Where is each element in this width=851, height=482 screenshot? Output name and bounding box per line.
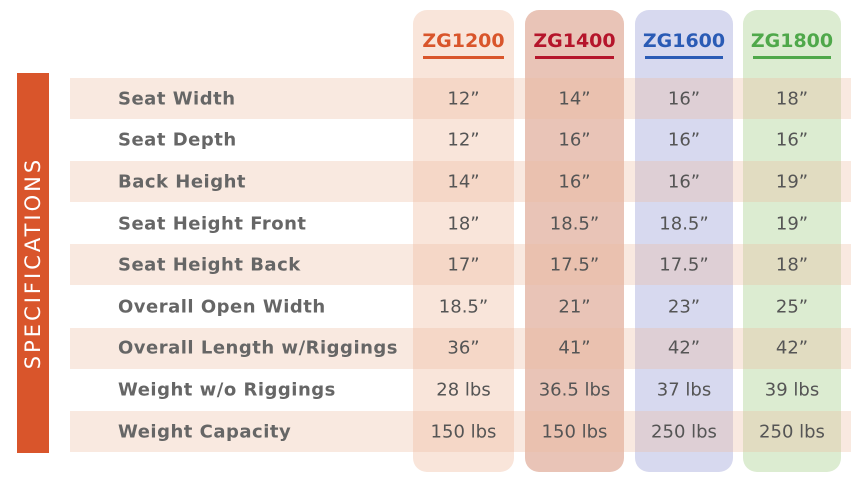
cell-value: 14”: [447, 171, 480, 193]
cell-value: 41”: [558, 337, 591, 359]
cell-value: 19”: [775, 171, 809, 193]
cell-value: 18”: [447, 213, 480, 235]
cell-value: 17.5”: [549, 254, 600, 276]
header-underline: [423, 56, 504, 59]
row-label: Seat Height Back: [118, 254, 301, 276]
cell-value: 25”: [775, 296, 809, 318]
column-background: [525, 10, 624, 472]
cell-value: 16”: [558, 129, 591, 151]
header-underline: [645, 56, 723, 59]
cell-value: 18.5”: [438, 296, 489, 318]
row-label: Overall Open Width: [118, 296, 326, 318]
cell-value: 18.5”: [549, 213, 600, 235]
row-label: Seat Height Front: [118, 213, 307, 235]
column-header: ZG1800: [750, 30, 834, 52]
cell-value: 16”: [558, 171, 591, 193]
column-background: [413, 10, 514, 472]
cell-value: 42”: [667, 337, 701, 359]
cell-value: 36”: [447, 337, 480, 359]
cell-value: 12”: [447, 129, 480, 151]
cell-value: 18”: [775, 254, 809, 276]
row-label: Back Height: [118, 171, 247, 193]
cell-value: 150 lbs: [430, 421, 497, 443]
cell-value: 17”: [447, 254, 480, 276]
row-label: Weight Capacity: [118, 421, 292, 443]
row-label: Overall Length w/Riggings: [118, 337, 399, 359]
column-header: ZG1400: [533, 30, 616, 52]
cell-value: 16”: [667, 171, 701, 193]
cell-value: 36.5 lbs: [538, 379, 611, 401]
cell-value: 18.5”: [659, 213, 709, 235]
row-label: Seat Width: [118, 88, 236, 110]
row-label: Weight w/o Riggings: [118, 379, 336, 401]
side-bar: [17, 73, 49, 453]
cell-value: 16”: [775, 129, 809, 151]
cell-value: 37 lbs: [656, 379, 712, 401]
header-underline: [753, 56, 831, 59]
column-header: ZG1200: [422, 30, 505, 52]
cell-value: 12”: [447, 88, 480, 110]
side-label: SPECIFICATIONS: [21, 156, 45, 370]
row-stripe: [70, 161, 851, 203]
cell-value: 17.5”: [659, 254, 709, 276]
cell-value: 19”: [775, 213, 809, 235]
cell-value: 16”: [667, 88, 701, 110]
cell-value: 18”: [775, 88, 809, 110]
cell-value: 42”: [775, 337, 809, 359]
header-underline: [535, 56, 614, 59]
cell-value: 150 lbs: [541, 421, 608, 443]
column-background: [743, 10, 841, 472]
row-stripe: [70, 410, 851, 452]
cell-value: 250 lbs: [651, 421, 717, 443]
row-stripe: [70, 327, 851, 369]
cell-value: 28 lbs: [436, 379, 491, 401]
cell-value: 39 lbs: [764, 379, 820, 401]
row-stripe: [70, 244, 851, 286]
column-header: ZG1600: [642, 30, 726, 52]
row-stripe: [70, 78, 851, 119]
row-label: Seat Depth: [118, 129, 237, 151]
column-background: [635, 10, 733, 472]
cell-value: 14”: [558, 88, 591, 110]
cell-value: 21”: [558, 296, 591, 318]
cell-value: 23”: [667, 296, 701, 318]
cell-value: 16”: [667, 129, 701, 151]
cell-value: 250 lbs: [759, 421, 825, 443]
